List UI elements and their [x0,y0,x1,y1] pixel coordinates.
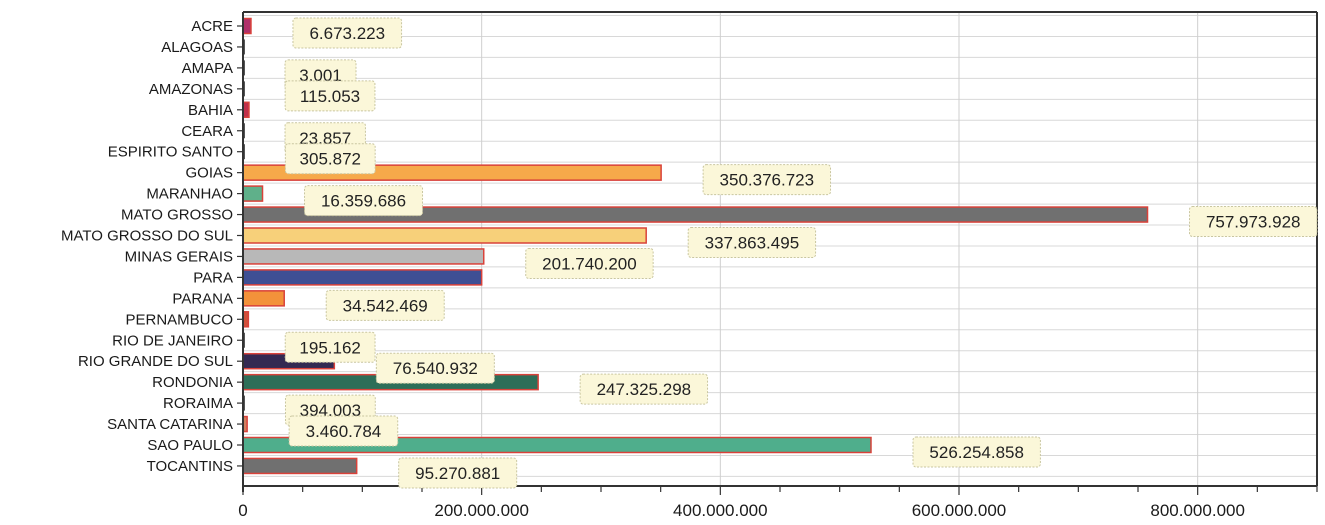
category-label: RORAIMA [163,395,233,412]
category-label: RONDONIA [152,374,233,391]
category-label: RIO DE JANEIRO [112,332,233,349]
data-label-box [304,185,424,217]
data-label-box [284,331,376,363]
data-label-box [325,289,445,321]
category-label: MATO GROSSO DO SUL [61,228,233,245]
bar [242,457,358,475]
data-label: 76.540.932 [375,352,495,384]
data-label-value: 757.973.928 [1206,213,1301,232]
bar [242,290,285,307]
category-label: SANTA CATARINA [107,416,233,433]
category-label: MARANHAO [146,186,233,203]
data-label: 6.673.223 [292,17,403,49]
data-label-value: 201.740.200 [542,254,637,273]
category-label: TOCANTINS [147,458,233,475]
data-label-box [292,17,403,49]
category-label: RIO GRANDE DO SUL [78,353,233,370]
data-label-value: 23.857 [299,129,351,148]
data-label-box [579,373,709,405]
data-label: 337.863.495 [687,227,817,258]
data-label: 95.270.881 [398,457,518,489]
category-label: MINAS GERAIS [125,248,233,265]
bar [242,17,252,35]
data-label-value: 350.376.723 [720,171,815,190]
data-label: 195.162 [284,331,376,363]
category-label: CEARA [181,123,233,140]
data-label-box [288,415,399,447]
data-label-box [687,227,817,258]
category-label: SAO PAULO [147,437,233,454]
x-tick-label: 0 [238,501,247,520]
data-label: 201.740.200 [525,247,654,279]
data-label: 305.872 [284,143,376,175]
data-label-value: 305.872 [300,150,361,169]
data-label-value: 526.254.858 [929,443,1024,462]
x-tick-label: 200.000.000 [434,501,529,520]
category-label: AMAZONAS [149,81,233,98]
data-labels: 6.673.223 3.001 115.053 23.857 305.872 350.37… [284,17,1318,489]
data-label-value: 6.673.223 [309,24,385,43]
category-label: PERNAMBUCO [125,311,233,328]
data-label: 115.053 [284,80,376,112]
bar [242,269,483,286]
data-label-box [284,80,376,112]
data-label: 757.973.928 [1189,206,1318,238]
data-label-value: 115.053 [300,87,360,106]
category-label: PARA [193,269,233,286]
data-label-box [525,247,654,279]
data-label: 3.460.784 [288,415,399,447]
bar [242,227,647,244]
data-label-value: 3.460.784 [306,422,382,441]
data-label-value: 337.863.495 [705,234,800,253]
data-label-value: 34.542.469 [343,296,428,315]
x-tick-label: 600.000.000 [912,501,1007,520]
category-label: ACRE [191,18,233,35]
data-label-value: 16.359.686 [321,192,406,211]
data-label-value: 195.162 [299,338,360,357]
data-label: 350.376.723 [702,164,832,196]
x-tick-label: 800.000.000 [1150,501,1245,520]
data-label: 16.359.686 [304,185,424,217]
data-label-value: 247.325.298 [597,380,692,399]
data-label: 247.325.298 [579,373,709,405]
bar [242,185,264,202]
x-tick-label: 400.000.000 [673,501,768,520]
data-label-value: 3.001 [299,66,342,85]
data-label-box [398,457,518,489]
data-label-value: 394.003 [300,401,361,420]
category-label: ALAGOAS [161,39,233,56]
data-label-value: 76.540.932 [393,359,478,378]
category-label: BAHIA [188,102,233,119]
data-label-box [375,352,495,384]
category-label: PARANA [172,290,233,307]
data-label-value: 95.270.881 [415,464,500,483]
axes: ACRE ALAGOAS AMAPA AMAZONAS BAHIA CEARA ESPIRI… [61,11,1318,520]
category-label: GOIAS [185,165,233,182]
data-label-box [912,436,1041,468]
data-label-box [284,143,376,175]
data-label-box [1189,206,1318,238]
data-label: 526.254.858 [912,436,1041,468]
data-label: 34.542.469 [325,289,445,321]
data-label-box [702,164,832,196]
bar [242,248,485,265]
category-label: AMAPA [182,60,233,77]
category-label: ESPIRITO SANTO [108,144,233,161]
category-label: MATO GROSSO [121,207,233,224]
